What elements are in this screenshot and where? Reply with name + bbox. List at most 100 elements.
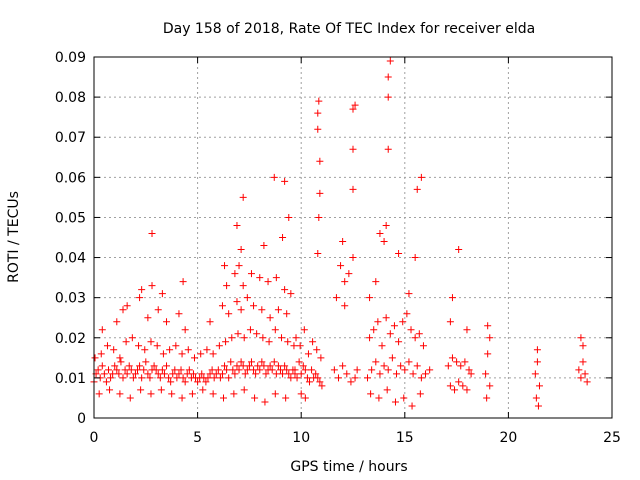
data-point (258, 358, 266, 366)
data-point (156, 374, 164, 382)
data-point (577, 374, 585, 382)
data-point (154, 306, 162, 314)
data-point (276, 366, 284, 374)
data-point (106, 386, 114, 394)
data-point (181, 378, 189, 386)
data-point (419, 342, 427, 350)
data-point (378, 342, 386, 350)
data-point (253, 330, 261, 338)
data-point (98, 362, 106, 370)
data-point (285, 213, 293, 221)
data-point (403, 310, 411, 318)
data-point (271, 390, 279, 398)
data-point (209, 350, 217, 358)
data-point (234, 330, 242, 338)
x-tick-label: 25 (603, 430, 621, 446)
y-tick-label: 0.02 (55, 331, 86, 347)
data-point (301, 394, 309, 402)
data-point (214, 366, 222, 374)
data-point (300, 326, 308, 334)
data-point (243, 294, 251, 302)
data-point (486, 334, 494, 342)
data-point (123, 370, 131, 378)
data-point (339, 362, 347, 370)
x-tick-label: 0 (90, 430, 99, 446)
data-point (129, 374, 137, 382)
data-point (484, 350, 492, 358)
data-point (136, 294, 144, 302)
data-point (147, 338, 155, 346)
data-point (223, 282, 231, 290)
data-point (169, 370, 177, 378)
data-point (237, 306, 245, 314)
data-point (314, 250, 322, 258)
data-point (446, 382, 454, 390)
data-point (366, 334, 374, 342)
data-point (308, 366, 316, 374)
data-point (105, 366, 113, 374)
data-point (339, 238, 347, 246)
data-point (225, 310, 233, 318)
data-point (175, 310, 183, 318)
data-point (451, 386, 459, 394)
data-point (259, 334, 267, 342)
plot-frame (93, 56, 613, 419)
data-point (100, 370, 108, 378)
data-point (467, 370, 475, 378)
data-point (315, 97, 323, 105)
data-point (279, 234, 287, 241)
data-point (351, 374, 359, 382)
data-point (208, 366, 216, 374)
data-point (272, 370, 280, 378)
data-point (390, 322, 398, 330)
data-point (299, 362, 307, 370)
data-point (393, 370, 401, 378)
data-point (301, 366, 309, 374)
data-point (271, 326, 279, 334)
data-point (140, 366, 148, 374)
data-point (448, 294, 456, 302)
data-point (531, 370, 539, 378)
data-point (465, 366, 473, 374)
data-point (314, 125, 322, 133)
data-point (367, 390, 375, 398)
data-point (413, 185, 421, 193)
data-point (345, 270, 353, 278)
y-tick-label: 0.06 (55, 170, 86, 186)
data-point (399, 318, 407, 326)
data-point (266, 314, 274, 322)
data-point (318, 382, 326, 390)
data-point (284, 338, 292, 346)
data-point (194, 378, 202, 386)
data-point (123, 302, 131, 310)
data-point (141, 346, 149, 354)
data-point (152, 366, 160, 374)
data-point (314, 374, 322, 382)
data-point (239, 362, 247, 370)
data-point (486, 382, 494, 390)
data-point (457, 362, 465, 370)
data-point (405, 290, 413, 298)
data-point (178, 350, 186, 358)
data-point (154, 370, 162, 378)
data-point (262, 370, 270, 378)
data-point (138, 286, 146, 294)
y-tick-label: 0.07 (55, 130, 86, 146)
data-point (228, 334, 236, 342)
data-point (125, 362, 133, 370)
y-tick-labels: 0 0.01 0.02 0.03 0.04 0.05 0.06 0.07 0.08 0.09 (55, 50, 86, 427)
data-point (231, 270, 239, 278)
data-point (167, 378, 175, 386)
data-point (122, 338, 130, 346)
data-point (417, 374, 425, 382)
data-point (535, 382, 543, 390)
data-point (260, 242, 268, 250)
x-tick-label: 5 (193, 430, 202, 446)
data-point (231, 370, 239, 378)
data-point (349, 185, 357, 193)
data-point (316, 378, 324, 386)
data-point (407, 326, 415, 334)
data-point (91, 354, 99, 362)
data-point (411, 254, 419, 262)
